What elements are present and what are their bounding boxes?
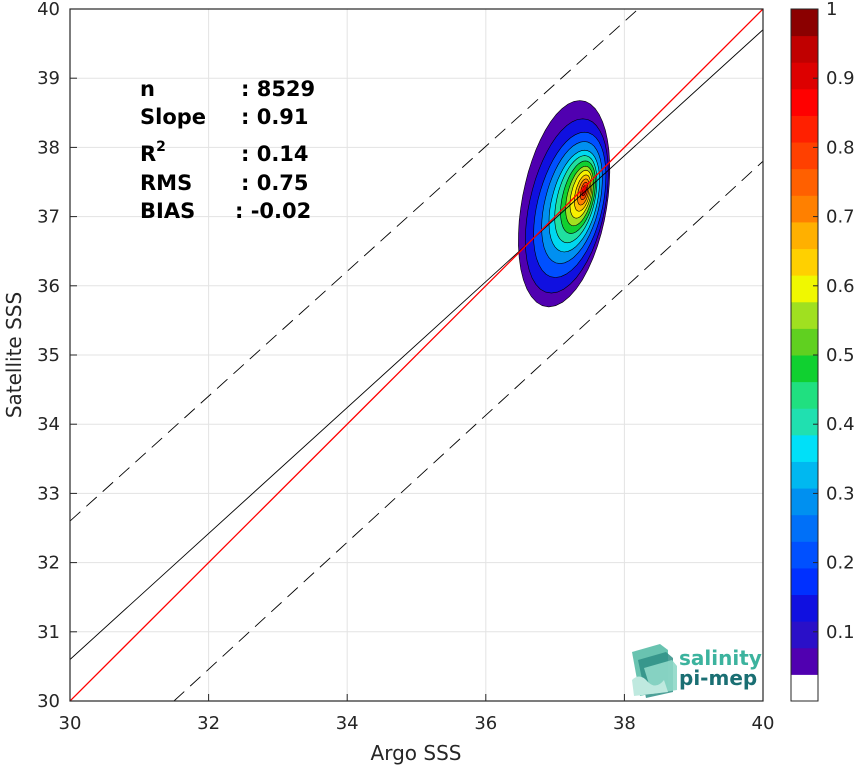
bound-line-0 bbox=[70, 9, 639, 522]
colorbar-tick-label: 0.4 bbox=[826, 414, 855, 435]
colorbar-segment bbox=[791, 541, 818, 569]
colorbar: 0.1 0.2 0.3 0.4 0.5 0.6 0.7 0.8 0.9 1 bbox=[790, 0, 855, 702]
fit-line bbox=[70, 29, 763, 660]
y-tick-label: 34 bbox=[37, 414, 60, 435]
colorbar-segment bbox=[791, 35, 818, 63]
x-tick-label: 40 bbox=[752, 713, 775, 734]
colorbar-segment bbox=[791, 221, 818, 250]
colorbar-segment bbox=[791, 594, 818, 622]
colorbar-segment bbox=[791, 488, 818, 516]
y-tick-label: 35 bbox=[37, 345, 60, 366]
colorbar-segment bbox=[791, 381, 818, 409]
colorbar-segment bbox=[791, 674, 818, 702]
colorbar-segment bbox=[791, 142, 818, 170]
colorbar-tick-label: 0.5 bbox=[826, 345, 855, 366]
regression-lines bbox=[70, 9, 763, 701]
y-axis-label: Satellite SSS bbox=[2, 292, 26, 418]
colorbar-segment bbox=[791, 115, 818, 143]
colorbar-tick-label: 0.1 bbox=[826, 622, 855, 643]
x-tick-label: 30 bbox=[59, 713, 82, 734]
stat-rms-label: RMS bbox=[140, 171, 192, 195]
y-tick-label: 31 bbox=[37, 622, 60, 643]
y-axis-ticks: 30 31 32 33 34 35 36 37 38 39 40 bbox=[37, 0, 77, 712]
stat-slope-label: Slope bbox=[140, 105, 206, 129]
colorbar-tick-label: 1 bbox=[826, 0, 837, 20]
density-contours bbox=[518, 100, 611, 308]
y-tick-label: 40 bbox=[37, 0, 60, 20]
colorbar-segment bbox=[791, 647, 818, 675]
colorbar-segment bbox=[791, 328, 818, 356]
logo-line1: salinity bbox=[679, 646, 762, 670]
logo-waves-icon bbox=[632, 644, 677, 698]
colorbar-segment bbox=[791, 514, 818, 542]
colorbar-tick-label: 0.2 bbox=[826, 553, 855, 574]
bound-line-1 bbox=[173, 160, 763, 701]
colorbar-segment bbox=[791, 248, 818, 276]
colorbar-segment bbox=[791, 567, 818, 596]
colorbar-segment bbox=[791, 275, 818, 303]
stat-r2-value: : 0.14 bbox=[241, 142, 309, 166]
y-tick-label: 38 bbox=[37, 137, 60, 158]
stat-bias-label: BIAS bbox=[140, 199, 195, 223]
stat-n-label: n bbox=[140, 77, 155, 101]
x-tick-label: 32 bbox=[197, 713, 220, 734]
colorbar-segment bbox=[791, 168, 818, 196]
colorbar-segment bbox=[791, 621, 818, 649]
x-tick-label: 36 bbox=[474, 713, 497, 734]
colorbar-tick-label: 0.7 bbox=[826, 207, 855, 228]
logo-line2: pi-mep bbox=[679, 666, 757, 690]
colorbar-segment bbox=[791, 88, 818, 116]
x-tick-label: 38 bbox=[613, 713, 636, 734]
stat-rms-value: : 0.75 bbox=[241, 171, 309, 195]
colorbar-segment bbox=[791, 9, 818, 37]
stat-r2-label: R2 bbox=[140, 139, 166, 166]
colorbar-segment bbox=[791, 434, 818, 462]
x-axis-ticks: 30 32 34 36 38 40 bbox=[59, 694, 775, 734]
colorbar-segment bbox=[791, 62, 818, 90]
y-tick-label: 36 bbox=[37, 276, 60, 297]
stats-box: n : 8529 Slope : 0.91 R2 : 0.14 RMS : 0.… bbox=[140, 77, 315, 223]
y-tick-label: 37 bbox=[37, 207, 60, 228]
y-tick-label: 32 bbox=[37, 553, 60, 574]
colorbar-tick-label: 0.8 bbox=[826, 137, 855, 158]
stat-n-value: : 8529 bbox=[241, 77, 315, 101]
stat-r2-base: R bbox=[140, 142, 156, 166]
y-tick-label: 33 bbox=[37, 483, 60, 504]
colorbar-tick-label: 0.6 bbox=[826, 276, 855, 297]
y-tick-label: 39 bbox=[37, 68, 60, 89]
y-tick-label: 30 bbox=[37, 691, 60, 712]
stat-r2-sup: 2 bbox=[156, 139, 166, 155]
colorbar-tick-label: 0.9 bbox=[826, 68, 855, 89]
salinity-pimep-logo: salinity pi-mep bbox=[632, 644, 762, 698]
stat-slope-value: : 0.91 bbox=[241, 105, 309, 129]
x-tick-label: 34 bbox=[336, 713, 359, 734]
colorbar-segment bbox=[791, 461, 818, 489]
stat-bias-value: : -0.02 bbox=[235, 199, 311, 223]
colorbar-tick-label: 0.3 bbox=[826, 483, 855, 504]
colorbar-segment bbox=[791, 301, 818, 329]
colorbar-segment bbox=[791, 355, 818, 383]
x-axis-label: Argo SSS bbox=[371, 741, 462, 765]
colorbar-segment bbox=[791, 408, 818, 436]
identity-line bbox=[70, 9, 763, 701]
colorbar-segment bbox=[791, 195, 818, 223]
